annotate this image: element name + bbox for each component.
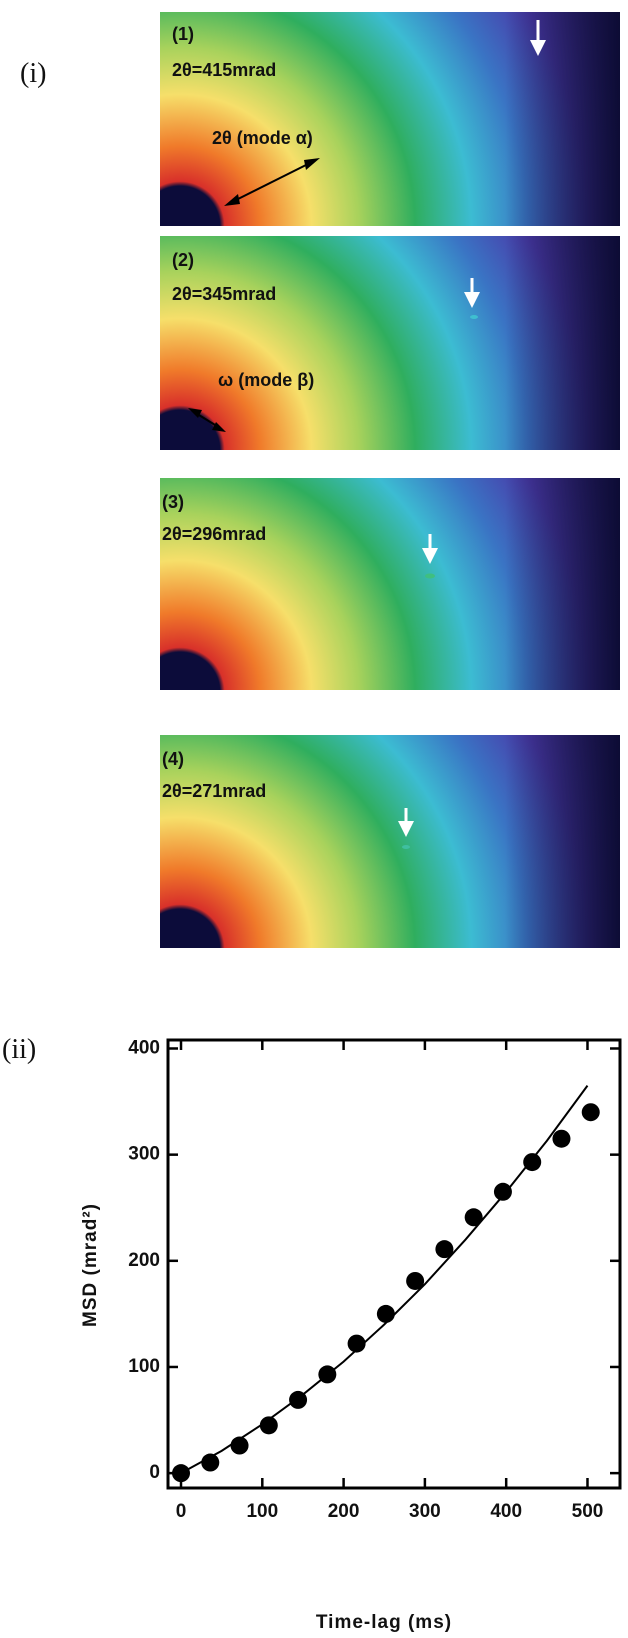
diffraction-panel: (2) 2θ=345mrad ω (mode β) <box>160 236 620 450</box>
y-tick-label: 400 <box>128 1038 160 1059</box>
x-tick-label: 0 <box>176 1501 187 1522</box>
panel-angle: 2θ=296mrad <box>162 524 266 544</box>
x-tick-label: 500 <box>572 1501 604 1522</box>
y-tick-label: 100 <box>128 1356 160 1377</box>
figure: (i) (ii) (1) 2θ=415mrad 2θ (mode α) (2) … <box>0 0 628 1638</box>
x-tick-label: 200 <box>328 1501 360 1522</box>
y-tick-label: 300 <box>128 1144 160 1165</box>
y-tick-label: 200 <box>128 1250 160 1271</box>
figure-label: (i) <box>20 58 46 89</box>
y-tick-label: 0 <box>149 1462 160 1483</box>
y-axis-label: MSD (mrad²) <box>80 1203 101 1327</box>
x-tick-label: 300 <box>409 1501 441 1522</box>
x-tick-label: 100 <box>246 1501 278 1522</box>
panel-mode: ω (mode β) <box>218 370 314 390</box>
data-point <box>494 1183 512 1201</box>
panel-angle: 2θ=345mrad <box>172 284 276 304</box>
x-axis-label: Time-lag (ms) <box>316 1612 452 1633</box>
diffraction-panel: (1) 2θ=415mrad 2θ (mode α) <box>160 12 620 226</box>
panel-number: (4) <box>162 749 184 769</box>
plot-frame <box>168 1040 620 1488</box>
data-point <box>552 1130 570 1148</box>
panel-number: (1) <box>172 24 194 44</box>
diffraction-panel: (3) 2θ=296mrad <box>160 478 620 690</box>
x-tick-label: 400 <box>490 1501 522 1522</box>
panel-angle: 2θ=415mrad <box>172 60 276 80</box>
data-point <box>582 1103 600 1121</box>
data-point <box>377 1305 395 1323</box>
panel-number: (2) <box>172 250 194 270</box>
panel-angle: 2θ=271mrad <box>162 781 266 801</box>
diffraction-panel: (4) 2θ=271mrad <box>160 735 620 948</box>
figure-label: (ii) <box>2 1034 36 1065</box>
plot: 0 100 200 300 400 500 0 100 200 300 400 Time-lag (m… <box>80 1038 620 1633</box>
fit-line <box>181 1086 587 1473</box>
panel-number: (3) <box>162 492 184 512</box>
panel-mode: 2θ (mode α) <box>212 128 313 148</box>
